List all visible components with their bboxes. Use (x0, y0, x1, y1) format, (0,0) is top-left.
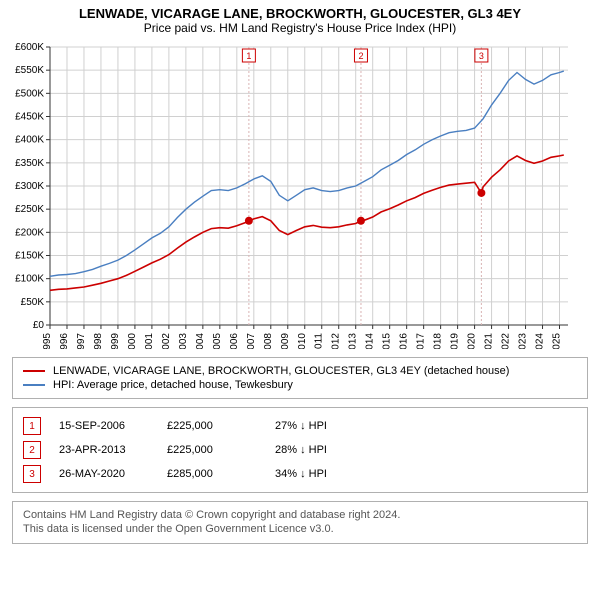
sale-marker-icon: 3 (23, 465, 41, 483)
sale-pct: 34% ↓ HPI (275, 468, 365, 480)
svg-text:£450K: £450K (15, 112, 44, 123)
sale-marker-icon: 1 (23, 417, 41, 435)
svg-text:£250K: £250K (15, 204, 44, 215)
sale-marker-icon: 2 (23, 441, 41, 459)
svg-text:£0: £0 (33, 320, 45, 331)
svg-text:2021: 2021 (484, 333, 495, 349)
sales-table: 1 15-SEP-2006 £225,000 27% ↓ HPI 2 23-APR-201… (12, 407, 588, 493)
svg-text:2012: 2012 (331, 333, 342, 349)
sale-pct: 27% ↓ HPI (275, 420, 365, 432)
svg-text:£300K: £300K (15, 181, 44, 192)
svg-text:2010: 2010 (297, 333, 308, 349)
svg-text:2017: 2017 (416, 333, 427, 349)
svg-text:£50K: £50K (21, 297, 45, 308)
legend-row: LENWADE, VICARAGE LANE, BROCKWORTH, GLOU… (23, 364, 577, 378)
svg-text:2001: 2001 (144, 333, 155, 349)
legend-swatch (23, 384, 45, 386)
svg-text:1998: 1998 (93, 333, 104, 349)
sale-pct: 28% ↓ HPI (275, 444, 365, 456)
svg-text:2020: 2020 (467, 333, 478, 349)
svg-text:2023: 2023 (518, 333, 529, 349)
sale-dot (477, 189, 485, 197)
page-title: LENWADE, VICARAGE LANE, BROCKWORTH, GLOU… (0, 0, 600, 21)
svg-text:2013: 2013 (348, 333, 359, 349)
sale-date: 23-APR-2013 (59, 444, 149, 456)
svg-text:1996: 1996 (59, 333, 70, 349)
legend-swatch (23, 370, 45, 372)
svg-text:2004: 2004 (195, 333, 206, 349)
svg-text:1: 1 (246, 51, 251, 61)
svg-text:2002: 2002 (161, 333, 172, 349)
svg-text:£550K: £550K (15, 65, 44, 76)
sale-row: 2 23-APR-2013 £225,000 28% ↓ HPI (23, 438, 577, 462)
svg-text:£500K: £500K (15, 88, 44, 99)
svg-text:1995: 1995 (42, 333, 53, 349)
svg-text:2022: 2022 (501, 333, 512, 349)
svg-text:£200K: £200K (15, 227, 44, 238)
svg-text:2006: 2006 (229, 333, 240, 349)
sale-dot (245, 217, 253, 225)
legend: LENWADE, VICARAGE LANE, BROCKWORTH, GLOU… (12, 357, 588, 399)
svg-text:£600K: £600K (15, 42, 44, 53)
sale-price: £225,000 (167, 420, 257, 432)
svg-text:2: 2 (358, 51, 363, 61)
page-subtitle: Price paid vs. HM Land Registry's House … (0, 21, 600, 39)
svg-text:2003: 2003 (178, 333, 189, 349)
svg-text:2000: 2000 (127, 333, 138, 349)
svg-text:1999: 1999 (110, 333, 121, 349)
sale-dot (357, 217, 365, 225)
svg-text:£350K: £350K (15, 158, 44, 169)
svg-text:2019: 2019 (450, 333, 461, 349)
svg-text:2025: 2025 (552, 333, 563, 349)
sale-date: 15-SEP-2006 (59, 420, 149, 432)
svg-text:2018: 2018 (433, 333, 444, 349)
series-property (50, 155, 564, 290)
sale-row: 1 15-SEP-2006 £225,000 27% ↓ HPI (23, 414, 577, 438)
sale-price: £225,000 (167, 444, 257, 456)
sale-row: 3 26-MAY-2020 £285,000 34% ↓ HPI (23, 462, 577, 486)
svg-text:2011: 2011 (314, 333, 325, 349)
svg-text:2015: 2015 (382, 333, 393, 349)
svg-text:£400K: £400K (15, 135, 44, 146)
svg-text:2024: 2024 (535, 333, 546, 349)
sale-price: £285,000 (167, 468, 257, 480)
svg-text:2014: 2014 (365, 333, 376, 349)
svg-text:2008: 2008 (263, 333, 274, 349)
svg-text:2005: 2005 (212, 333, 223, 349)
svg-text:£150K: £150K (15, 251, 44, 262)
svg-text:£100K: £100K (15, 274, 44, 285)
series-hpi (50, 71, 564, 276)
footer-line: This data is licensed under the Open Gov… (23, 522, 577, 536)
legend-label: HPI: Average price, detached house, Tewk… (53, 379, 293, 391)
svg-text:2009: 2009 (280, 333, 291, 349)
sale-date: 26-MAY-2020 (59, 468, 149, 480)
price-chart: £0 £50K £100K £150K £200K £250K £300K £350K £400… (0, 39, 576, 349)
footer-line: Contains HM Land Registry data © Crown c… (23, 508, 577, 522)
svg-text:2016: 2016 (399, 333, 410, 349)
legend-label: LENWADE, VICARAGE LANE, BROCKWORTH, GLOU… (53, 365, 509, 377)
attribution-footer: Contains HM Land Registry data © Crown c… (12, 501, 588, 544)
legend-row: HPI: Average price, detached house, Tewk… (23, 378, 577, 392)
svg-text:2007: 2007 (246, 333, 257, 349)
svg-text:3: 3 (479, 51, 484, 61)
svg-text:1997: 1997 (76, 333, 87, 349)
